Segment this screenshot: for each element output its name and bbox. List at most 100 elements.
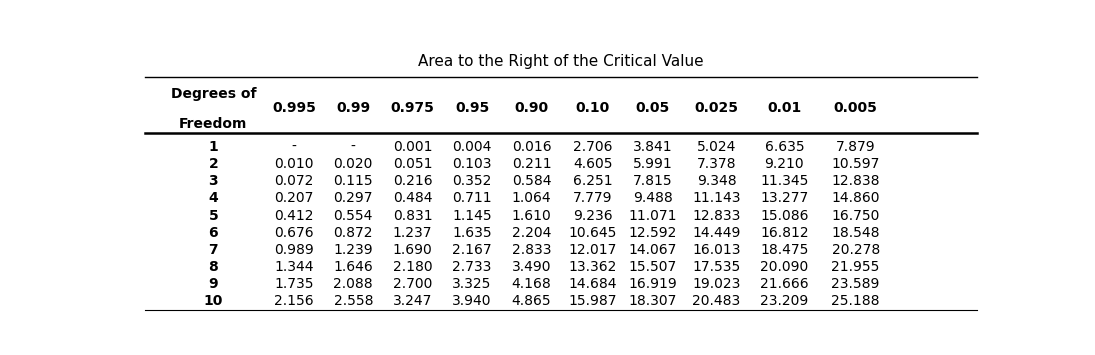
Text: 14.684: 14.684 xyxy=(568,277,616,291)
Text: 0.831: 0.831 xyxy=(393,208,433,223)
Text: 13.362: 13.362 xyxy=(568,260,616,274)
Text: 11.345: 11.345 xyxy=(760,174,808,188)
Text: 6.251: 6.251 xyxy=(573,174,612,188)
Text: 3.841: 3.841 xyxy=(633,140,672,154)
Text: 19.023: 19.023 xyxy=(692,277,740,291)
Text: 6.635: 6.635 xyxy=(764,140,804,154)
Text: 1.145: 1.145 xyxy=(452,208,492,223)
Text: 2: 2 xyxy=(208,157,218,171)
Text: 1: 1 xyxy=(208,140,218,154)
Text: 0.297: 0.297 xyxy=(334,191,373,205)
Text: 12.838: 12.838 xyxy=(831,174,880,188)
Text: 4.605: 4.605 xyxy=(573,157,612,171)
Text: 0.484: 0.484 xyxy=(393,191,433,205)
Text: 1.064: 1.064 xyxy=(511,191,551,205)
Text: 0.103: 0.103 xyxy=(452,157,492,171)
Text: 0.989: 0.989 xyxy=(274,243,314,257)
Text: 9: 9 xyxy=(208,277,218,291)
Text: 4: 4 xyxy=(208,191,218,205)
Text: 0.711: 0.711 xyxy=(452,191,492,205)
Text: 13.277: 13.277 xyxy=(760,191,808,205)
Text: 0.995: 0.995 xyxy=(272,100,315,115)
Text: 15.086: 15.086 xyxy=(760,208,808,223)
Text: 5: 5 xyxy=(208,208,218,223)
Text: 0.872: 0.872 xyxy=(334,226,373,240)
Text: 0.016: 0.016 xyxy=(511,140,551,154)
Text: 20.483: 20.483 xyxy=(692,294,740,308)
Text: 0.207: 0.207 xyxy=(274,191,313,205)
Text: 7.779: 7.779 xyxy=(573,191,612,205)
Text: 0.95: 0.95 xyxy=(454,100,489,115)
Text: -: - xyxy=(291,140,297,154)
Text: 3: 3 xyxy=(208,174,218,188)
Text: 15.507: 15.507 xyxy=(629,260,677,274)
Text: 21.666: 21.666 xyxy=(760,277,809,291)
Text: 18.307: 18.307 xyxy=(629,294,677,308)
Text: 14.067: 14.067 xyxy=(629,243,677,257)
Text: 11.071: 11.071 xyxy=(629,208,677,223)
Text: 0.975: 0.975 xyxy=(391,100,435,115)
Text: 9.348: 9.348 xyxy=(696,174,736,188)
Text: 23.589: 23.589 xyxy=(831,277,880,291)
Text: 0.90: 0.90 xyxy=(515,100,549,115)
Text: 20.278: 20.278 xyxy=(831,243,879,257)
Text: 0.216: 0.216 xyxy=(393,174,433,188)
Text: 4.168: 4.168 xyxy=(511,277,552,291)
Text: 16.812: 16.812 xyxy=(760,226,809,240)
Text: 16.919: 16.919 xyxy=(629,277,677,291)
Text: 3.325: 3.325 xyxy=(452,277,492,291)
Text: -: - xyxy=(350,140,356,154)
Text: 1.735: 1.735 xyxy=(274,277,313,291)
Text: 23.209: 23.209 xyxy=(760,294,808,308)
Text: 0.025: 0.025 xyxy=(694,100,738,115)
Text: 0.020: 0.020 xyxy=(334,157,373,171)
Text: 2.833: 2.833 xyxy=(511,243,551,257)
Text: 0.005: 0.005 xyxy=(833,100,877,115)
Text: 0.584: 0.584 xyxy=(511,174,551,188)
Text: 3.247: 3.247 xyxy=(393,294,433,308)
Text: 0.01: 0.01 xyxy=(768,100,802,115)
Text: 2.706: 2.706 xyxy=(573,140,612,154)
Text: 0.211: 0.211 xyxy=(511,157,551,171)
Text: 18.548: 18.548 xyxy=(831,226,880,240)
Text: 25.188: 25.188 xyxy=(831,294,880,308)
Text: 8: 8 xyxy=(208,260,218,274)
Text: 0.554: 0.554 xyxy=(334,208,373,223)
Text: 0.352: 0.352 xyxy=(452,174,492,188)
Text: 17.535: 17.535 xyxy=(692,260,740,274)
Text: 2.180: 2.180 xyxy=(393,260,433,274)
Text: 7.815: 7.815 xyxy=(633,174,672,188)
Text: 4.865: 4.865 xyxy=(511,294,551,308)
Text: 2.204: 2.204 xyxy=(511,226,551,240)
Text: 9.210: 9.210 xyxy=(764,157,804,171)
Text: 0.115: 0.115 xyxy=(334,174,373,188)
Text: 16.013: 16.013 xyxy=(692,243,740,257)
Text: 3.940: 3.940 xyxy=(452,294,492,308)
Text: Freedom: Freedom xyxy=(180,117,247,131)
Text: 14.449: 14.449 xyxy=(692,226,740,240)
Text: 0.004: 0.004 xyxy=(452,140,492,154)
Text: 12.833: 12.833 xyxy=(692,208,740,223)
Text: 0.05: 0.05 xyxy=(636,100,670,115)
Text: 0.051: 0.051 xyxy=(393,157,433,171)
Text: 0.676: 0.676 xyxy=(274,226,313,240)
Text: 12.017: 12.017 xyxy=(568,243,616,257)
Text: 0.072: 0.072 xyxy=(274,174,313,188)
Text: 20.090: 20.090 xyxy=(760,260,808,274)
Text: 2.167: 2.167 xyxy=(452,243,492,257)
Text: 2.733: 2.733 xyxy=(452,260,492,274)
Text: 0.001: 0.001 xyxy=(393,140,433,154)
Text: 1.239: 1.239 xyxy=(334,243,373,257)
Text: 10.597: 10.597 xyxy=(831,157,880,171)
Text: 0.10: 0.10 xyxy=(576,100,610,115)
Text: 6: 6 xyxy=(208,226,218,240)
Text: 11.143: 11.143 xyxy=(692,191,740,205)
Text: 7: 7 xyxy=(208,243,218,257)
Text: 15.987: 15.987 xyxy=(568,294,616,308)
Text: 14.860: 14.860 xyxy=(831,191,880,205)
Text: 10.645: 10.645 xyxy=(568,226,616,240)
Text: 1.646: 1.646 xyxy=(333,260,373,274)
Text: 9.236: 9.236 xyxy=(573,208,612,223)
Text: 2.558: 2.558 xyxy=(334,294,373,308)
Text: 12.592: 12.592 xyxy=(629,226,677,240)
